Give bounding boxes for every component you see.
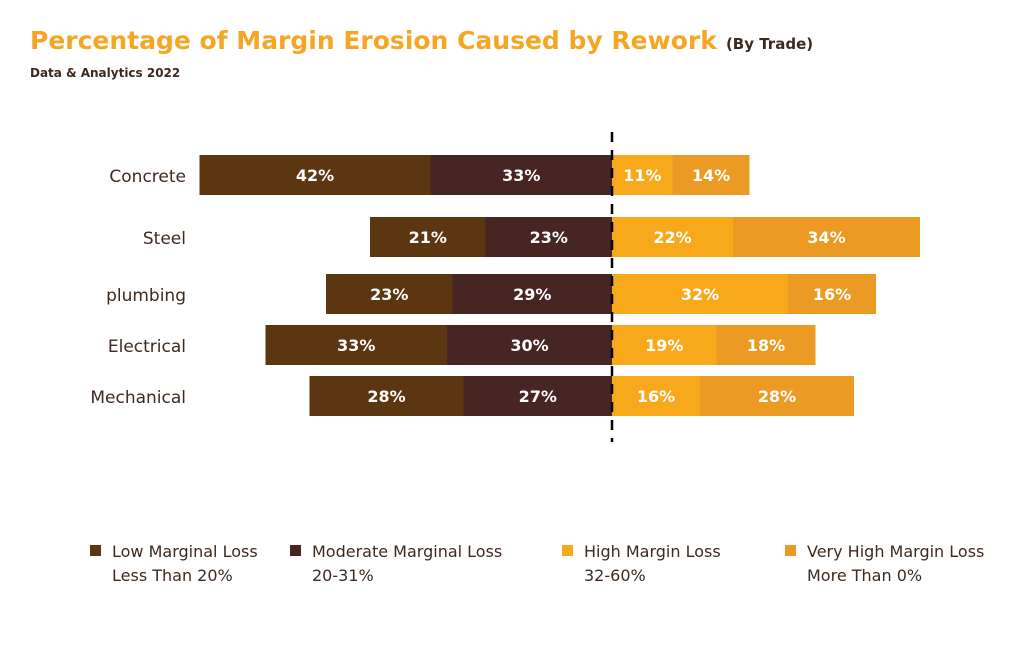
bar-mechanical-series-2	[612, 376, 700, 416]
chart-title-block: Percentage of Margin Erosion Caused by R…	[30, 26, 813, 55]
bar-electrical-series-3	[716, 325, 816, 365]
category-label-electrical: Electrical	[108, 337, 186, 357]
bar-plumbing-series-3	[788, 274, 876, 314]
bar-plumbing-series-2	[612, 274, 788, 314]
legend-label-very-high-line1: Very High Margin Loss	[807, 542, 985, 561]
bar-steel-series-2	[612, 217, 733, 257]
data-label-concrete-series-1: 33%	[502, 166, 540, 185]
data-label-steel-series-3: 34%	[807, 228, 845, 247]
bar-plumbing-series-0	[326, 274, 453, 314]
bar-steel-series-0	[370, 217, 486, 257]
bar-concrete-series-2	[612, 155, 673, 195]
bar-mechanical-series-0	[309, 376, 464, 416]
data-label-mechanical-series-0: 28%	[367, 387, 405, 406]
data-label-steel-series-1: 23%	[530, 228, 568, 247]
data-label-plumbing-series-3: 16%	[813, 285, 851, 304]
bar-steel-series-3	[733, 217, 920, 257]
chart-subtitle: (By Trade)	[725, 35, 814, 53]
legend-label-low-line1: Low Marginal Loss	[112, 542, 258, 561]
legend-label-moderate-line2: 20-31%	[312, 566, 374, 585]
bar-concrete-series-3	[672, 155, 750, 195]
legend: Low Marginal Loss Less Than 20% Moderate…	[0, 542, 1024, 602]
bar-mechanical-series-3	[700, 376, 854, 416]
data-label-electrical-series-2: 19%	[645, 336, 683, 355]
legend-swatch-high	[562, 545, 573, 556]
category-label-steel: Steel	[143, 229, 186, 249]
data-label-mechanical-series-1: 27%	[519, 387, 557, 406]
legend-swatch-moderate	[290, 545, 301, 556]
bar-mechanical-series-1	[463, 376, 612, 416]
bar-concrete-series-0	[199, 155, 431, 195]
legend-swatch-very-high	[785, 545, 796, 556]
legend-label-high-line2: 32-60%	[584, 566, 646, 585]
category-label-concrete: Concrete	[109, 167, 186, 187]
data-label-mechanical-series-2: 16%	[637, 387, 675, 406]
data-label-mechanical-series-3: 28%	[758, 387, 796, 406]
bar-plumbing-series-1	[452, 274, 612, 314]
bar-electrical-series-0	[265, 325, 447, 365]
data-label-electrical-series-1: 30%	[510, 336, 548, 355]
data-label-electrical-series-0: 33%	[337, 336, 375, 355]
data-label-concrete-series-3: 14%	[692, 166, 730, 185]
legend-swatch-low	[90, 545, 101, 556]
data-label-concrete-series-2: 11%	[623, 166, 661, 185]
bar-electrical-series-1	[447, 325, 612, 365]
bar-concrete-series-1	[430, 155, 612, 195]
bar-electrical-series-2	[612, 325, 717, 365]
category-label-plumbing: plumbing	[106, 286, 186, 306]
data-label-steel-series-0: 21%	[409, 228, 447, 247]
bar-steel-series-1	[485, 217, 612, 257]
data-label-steel-series-2: 22%	[653, 228, 691, 247]
data-label-plumbing-series-1: 29%	[513, 285, 551, 304]
legend-label-very-high-line2: More Than 0%	[807, 566, 923, 585]
legend-label-low-line2: Less Than 20%	[112, 566, 233, 585]
data-label-plumbing-series-2: 32%	[681, 285, 719, 304]
data-label-electrical-series-3: 18%	[747, 336, 785, 355]
category-label-mechanical: Mechanical	[90, 388, 186, 408]
legend-label-high-line1: High Margin Loss	[584, 542, 721, 561]
chart-source: Data & Analytics 2022	[30, 66, 181, 80]
legend-label-moderate-line1: Moderate Marginal Loss	[312, 542, 503, 561]
chart-title: Percentage of Margin Erosion Caused by R…	[30, 26, 717, 55]
data-label-concrete-series-0: 42%	[296, 166, 334, 185]
data-label-plumbing-series-0: 23%	[370, 285, 408, 304]
diverging-bar-chart: 42% 33% 11% 14% Concrete 21% 23% 22% 34% Steel 23%…	[90, 132, 920, 442]
